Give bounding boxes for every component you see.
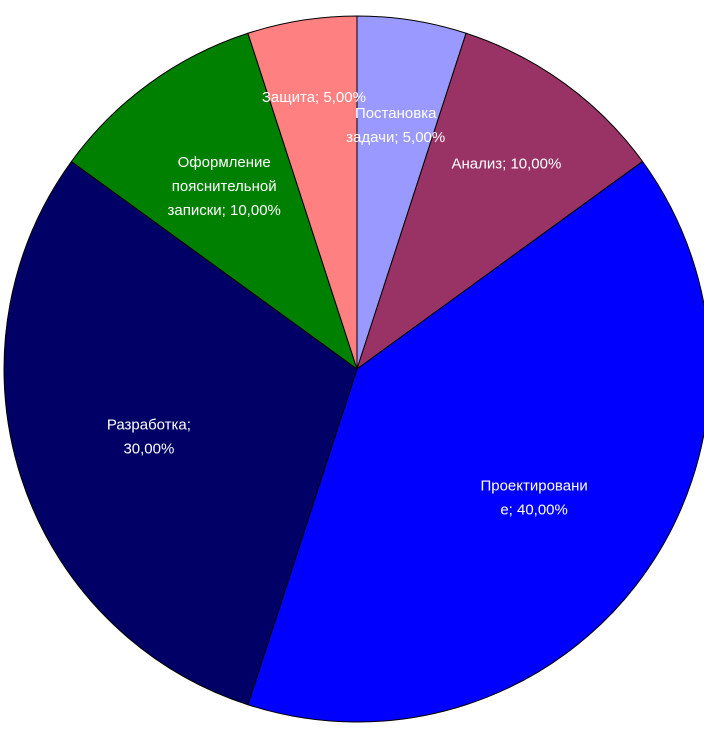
pie-slice-label-5: Оформление пояснительной записки; 10,00%	[168, 154, 281, 219]
pie-slice-2	[356, 32, 644, 371]
pie-slice-label-4: Разработка; 30,00%	[107, 417, 191, 458]
pie-slice-4	[3, 160, 358, 706]
pie-slice-label-line: Оформление	[178, 154, 271, 171]
pie-slice-label-line: Проектировани	[480, 478, 587, 495]
pie-slice-label-line: пояснительной	[172, 178, 277, 195]
pie-slice-label-line: Разработка;	[107, 417, 191, 434]
pie-slices	[3, 15, 704, 723]
pie-slice-label-line: записки; 10,00%	[168, 202, 281, 219]
pie-slice-label-line: Защита; 5,00%	[262, 89, 366, 106]
pie-slice-label-3: Проектировани е; 40,00%	[480, 478, 587, 519]
pie-slice-label-line: Анализ; 10,00%	[451, 155, 561, 172]
pie-slice-label-2: Анализ; 10,00%	[451, 155, 561, 172]
pie-slice-label-6: Защита; 5,00%	[262, 89, 366, 106]
pie-slice-5	[70, 32, 358, 371]
pie-slice-6	[247, 15, 358, 370]
pie-slice-label-line: задачи; 5,00%	[346, 129, 445, 146]
pie-slice-3	[247, 160, 704, 723]
pie-slice-label-line: е; 40,00%	[500, 502, 568, 519]
pie-labels: Постановка задачи; 5,00% Анализ; 10,00% Про…	[107, 89, 588, 519]
pie-slice-label-1: Постановка задачи; 5,00%	[346, 105, 445, 146]
pie-slice-label-line: 30,00%	[123, 441, 174, 458]
pie-slice-label-line: Постановка	[355, 105, 437, 122]
